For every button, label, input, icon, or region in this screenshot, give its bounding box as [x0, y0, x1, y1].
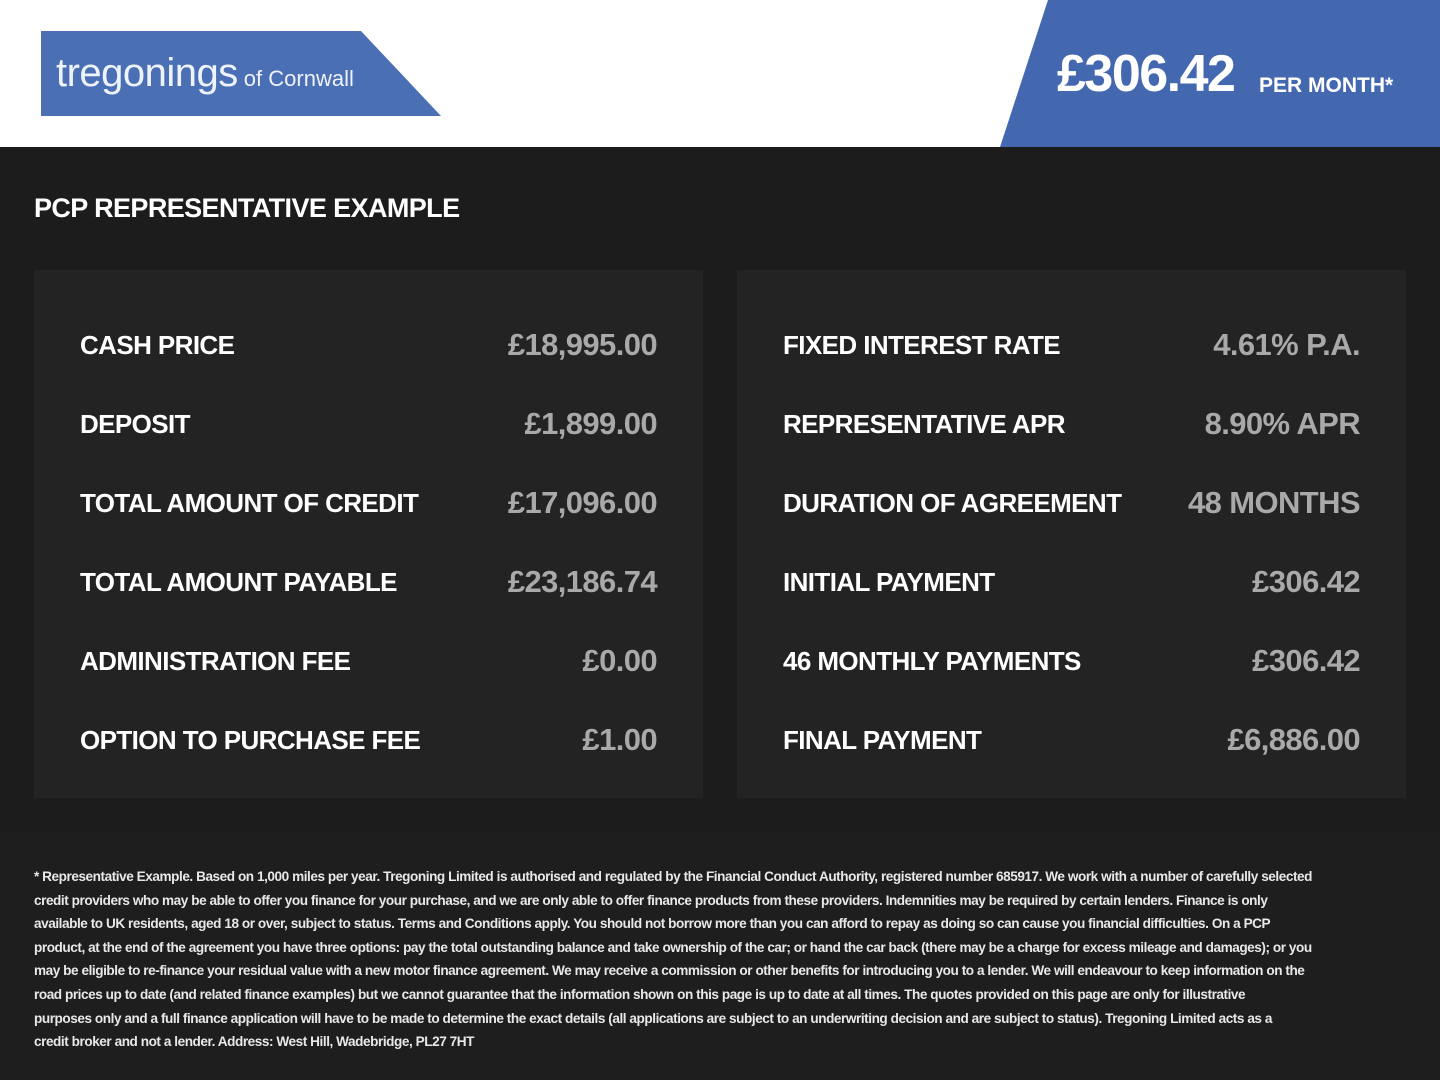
disclaimer-line: credit broker and not a lender. Address:…: [34, 1034, 474, 1050]
disclaimer-line: product, at the end of the agreement you…: [34, 939, 1312, 955]
finance-row: DURATION OF AGREEMENT 48 MONTHS: [783, 485, 1361, 528]
finance-row: CASH PRICE £18,995.00: [80, 327, 658, 370]
finance-label: INITIAL PAYMENT: [783, 567, 995, 597]
monthly-price: £306.42: [1057, 45, 1236, 103]
finance-row: INITIAL PAYMENT £306.42: [783, 564, 1361, 607]
finance-value: £17,096.00: [507, 485, 658, 520]
finance-row: ADMINISTRATION FEE £0.00: [80, 643, 658, 686]
finance-label: TOTAL AMOUNT OF CREDIT: [80, 488, 419, 518]
disclaimer-line: available to UK residents, aged 18 or ov…: [34, 916, 1271, 932]
finance-value: 4.61% P.A.: [1213, 327, 1360, 362]
finance-value: £1.00: [582, 722, 657, 757]
finance-value: £0.00: [582, 643, 657, 678]
finance-label: DURATION OF AGREEMENT: [783, 488, 1122, 518]
finance-row: DEPOSIT £1,899.00: [80, 406, 658, 449]
disclaimer-line: * Representative Example. Based on 1,000…: [34, 869, 1313, 884]
finance-label: FIXED INTEREST RATE: [783, 330, 1061, 360]
logo-main: tregonings: [56, 51, 238, 95]
finance-panel-right: FIXED INTEREST RATE 4.61% P.A. REPRESENTAT…: [737, 270, 1406, 798]
finance-label: TOTAL AMOUNT PAYABLE: [80, 567, 397, 597]
finance-label: DEPOSIT: [80, 409, 191, 439]
finance-label: REPRESENTATIVE APR: [783, 409, 1066, 439]
disclaimer-line: may be eligible to re-finance your resid…: [34, 963, 1305, 979]
finance-value: 8.90% APR: [1204, 406, 1361, 441]
finance-panel-left: CASH PRICE £18,995.00 DEPOSIT £1,899.00 TOTA…: [34, 270, 703, 798]
finance-row: TOTAL AMOUNT OF CREDIT £17,096.00: [80, 485, 658, 528]
brand-logo[interactable]: tregonings of Cornwall: [41, 31, 441, 116]
finance-label: 46 MONTHLY PAYMENTS: [783, 646, 1081, 676]
finance-row: FIXED INTEREST RATE 4.61% P.A.: [783, 327, 1361, 370]
finance-value: £306.42: [1252, 643, 1360, 678]
disclaimer: * Representative Example. Based on 1,000…: [0, 832, 1440, 1080]
per-month-label: PER MONTH*: [1259, 74, 1394, 97]
disclaimer-line: purposes only and a full finance applica…: [34, 1010, 1272, 1026]
finance-value: £1,899.00: [524, 406, 657, 441]
finance-value: £23,186.74: [507, 564, 658, 599]
header: tregonings of Cornwall £306.42 PER MONTH*: [0, 0, 1440, 147]
finance-label: OPTION TO PURCHASE FEE: [80, 725, 421, 755]
monthly-price-banner: £306.42 PER MONTH*: [1000, 0, 1440, 147]
finance-value: £306.42: [1252, 564, 1360, 599]
finance-row: OPTION TO PURCHASE FEE £1.00: [80, 722, 658, 765]
logo-sub: of Cornwall: [243, 66, 354, 91]
finance-label: ADMINISTRATION FEE: [80, 646, 351, 676]
disclaimer-line: road prices up to date (and related fina…: [34, 987, 1246, 1002]
finance-label: CASH PRICE: [80, 330, 235, 360]
disclaimer-line: credit providers who may be able to offe…: [34, 892, 1268, 908]
finance-row: REPRESENTATIVE APR 8.90% APR: [783, 406, 1361, 449]
finance-value: £6,886.00: [1227, 722, 1360, 757]
finance-row: 46 MONTHLY PAYMENTS £306.42: [783, 643, 1361, 686]
logo-text: tregonings of Cornwall: [56, 51, 354, 96]
finance-label: FINAL PAYMENT: [783, 725, 982, 755]
finance-value: £18,995.00: [507, 327, 658, 362]
section-title: PCP REPRESENTATIVE EXAMPLE: [34, 193, 460, 223]
finance-value: 48 MONTHS: [1187, 485, 1361, 520]
finance-row: FINAL PAYMENT £6,886.00: [783, 722, 1361, 765]
finance-row: TOTAL AMOUNT PAYABLE £23,186.74: [80, 564, 658, 607]
